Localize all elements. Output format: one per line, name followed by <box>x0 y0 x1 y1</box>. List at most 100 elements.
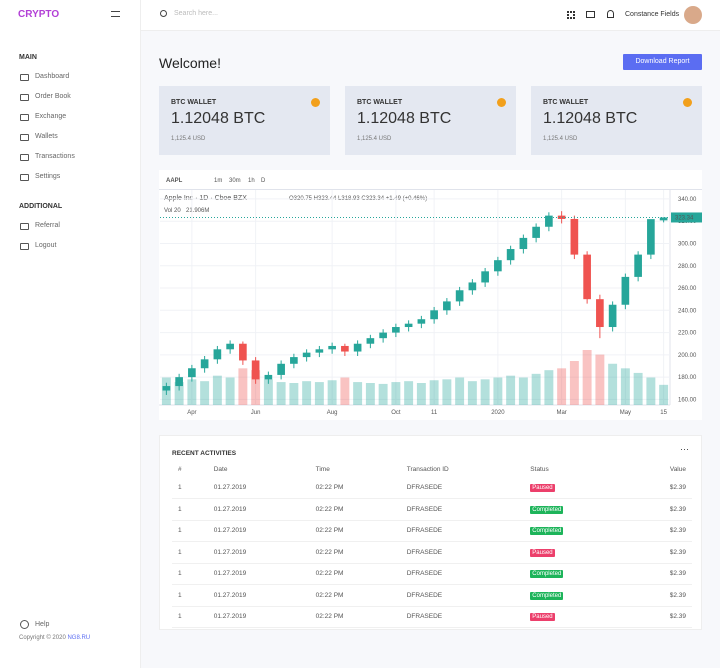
search-input[interactable]: Search here... <box>174 10 218 17</box>
volume-bar <box>378 383 388 405</box>
cell: $2.39 <box>627 606 692 628</box>
apps-icon[interactable] <box>567 11 575 19</box>
candle-body <box>443 301 451 311</box>
cell-text: 02:22 PM <box>315 505 344 513</box>
menu-item[interactable]: Referral <box>35 222 60 229</box>
help-link[interactable]: Help <box>35 621 50 628</box>
menu-item[interactable]: Dashboard <box>35 73 70 80</box>
menu-item[interactable]: Exchange <box>35 113 67 120</box>
volume-bar <box>212 375 222 405</box>
header-row: # Date Time Transaction ID Status Value <box>172 462 692 477</box>
bell-icon[interactable] <box>607 10 614 18</box>
candle-body <box>570 218 579 255</box>
menu-item[interactable]: Settings <box>35 173 61 180</box>
more-button[interactable]: ··· <box>680 444 689 454</box>
cell: $2.39 <box>627 498 692 521</box>
user-name[interactable]: Constance Fields <box>625 11 680 18</box>
cell: DFRASEDE <box>400 541 525 564</box>
volume-bar <box>569 361 579 405</box>
status-badge: Paused <box>530 484 555 492</box>
candle-body <box>634 254 642 277</box>
x-tick-label: Jun <box>251 410 261 416</box>
cell: $2.39 <box>627 541 692 564</box>
column-header: Status <box>530 466 549 473</box>
candle-body <box>481 271 489 283</box>
candle-body <box>621 276 630 305</box>
wallet-usd: 1,125.4 USD <box>171 136 206 142</box>
cell: 02:22 PM <box>309 541 401 564</box>
x-tick-label: Aug <box>327 410 338 416</box>
menu-toggle[interactable] <box>111 11 120 17</box>
volume-bar <box>327 380 337 405</box>
interval-button[interactable]: 1h <box>248 178 255 184</box>
cell-text: DFRASEDE <box>406 527 443 535</box>
volume-label: Vol 20 <box>164 208 181 214</box>
candle-body <box>213 349 222 360</box>
cell: 1 <box>172 606 208 628</box>
candle-body <box>519 237 528 250</box>
chart: AAPL1m30m1hDApple Inc · 1D · Cboe BZXO32… <box>159 178 702 416</box>
cell-text: 02:22 PM <box>315 570 344 578</box>
interval-button[interactable]: 1m <box>214 178 222 184</box>
y-tick-label: 180.00 <box>678 375 697 381</box>
activity-row: 1 01.27.2019 02:22 PM DFRASEDE Paused $2.39 <box>172 477 692 499</box>
cell: DFRASEDE <box>400 520 525 542</box>
candle-body <box>417 319 426 324</box>
download-button[interactable]: Download Report <box>623 54 702 70</box>
volume-bar <box>238 368 248 405</box>
status-badge: Completed <box>530 570 564 579</box>
activities-title: RECENT ACTIVITIES <box>172 450 237 457</box>
candle-body <box>379 332 387 339</box>
cell: 01.27.2019 <box>207 477 310 499</box>
menu-item[interactable]: Logout <box>35 242 57 249</box>
candle-body <box>251 360 260 380</box>
menu-icon <box>20 223 29 230</box>
sidebar: CRYPTO Help Copyright © 2020 NG8.RU MAIN… <box>0 0 141 668</box>
copyright-link[interactable]: NG8.RU <box>67 635 91 641</box>
candle-body <box>188 368 196 378</box>
cell-text: 1 <box>178 527 182 535</box>
menu-item[interactable]: Order Book <box>35 93 71 100</box>
volume-bar <box>302 381 312 405</box>
candle-body <box>557 215 566 219</box>
coin-icon <box>497 98 506 107</box>
volume-bar <box>314 382 324 405</box>
last-price-label: 323.34 <box>675 215 694 221</box>
candle-body <box>226 343 234 350</box>
cell: 02:22 PM <box>309 477 401 499</box>
activity-row: 1 01.27.2019 02:22 PM DFRASEDE Paused $2.39 <box>172 606 692 628</box>
candle-body <box>659 217 668 221</box>
symbol[interactable]: AAPL <box>166 178 183 184</box>
wallet-card: BTC WALLET 1.12048 BTC 1,125.4 USD <box>159 86 330 155</box>
menu-icon <box>20 74 29 81</box>
volume-bar <box>544 370 554 405</box>
menu-item[interactable]: Transactions <box>35 153 75 160</box>
column-header: Time <box>315 466 330 473</box>
interval-button[interactable]: 30m <box>229 178 241 184</box>
menu-icon <box>20 134 29 141</box>
avatar[interactable] <box>684 6 702 24</box>
cell-text: DFRASEDE <box>406 591 443 599</box>
interval-button[interactable]: D <box>261 178 266 184</box>
volume-bar <box>391 382 401 405</box>
copyright: Copyright © 2020 NG8.RU <box>19 635 90 641</box>
candle-body <box>596 299 604 328</box>
candle-body <box>506 249 515 261</box>
x-tick-label: Apr <box>187 410 196 416</box>
candle-body <box>315 349 324 353</box>
search-icon <box>160 10 167 17</box>
cell-text: 01.27.2019 <box>213 527 247 535</box>
wallet-amount: 1.12048 BTC <box>543 110 638 127</box>
logo[interactable]: CRYPTO <box>18 9 60 20</box>
status-badge: Completed <box>530 505 564 514</box>
wallet-card: BTC WALLET 1.12048 BTC 1,125.4 USD <box>345 86 516 155</box>
mail-icon[interactable] <box>586 11 595 18</box>
wallet-label: BTC WALLET <box>543 99 589 106</box>
menu-item[interactable]: Wallets <box>35 133 58 140</box>
volume-bar <box>480 379 490 405</box>
cell-text: 02:22 PM <box>315 527 344 535</box>
cell-text: 1 <box>178 484 182 491</box>
wallet-label: BTC WALLET <box>171 99 217 106</box>
candle-body <box>404 323 413 328</box>
